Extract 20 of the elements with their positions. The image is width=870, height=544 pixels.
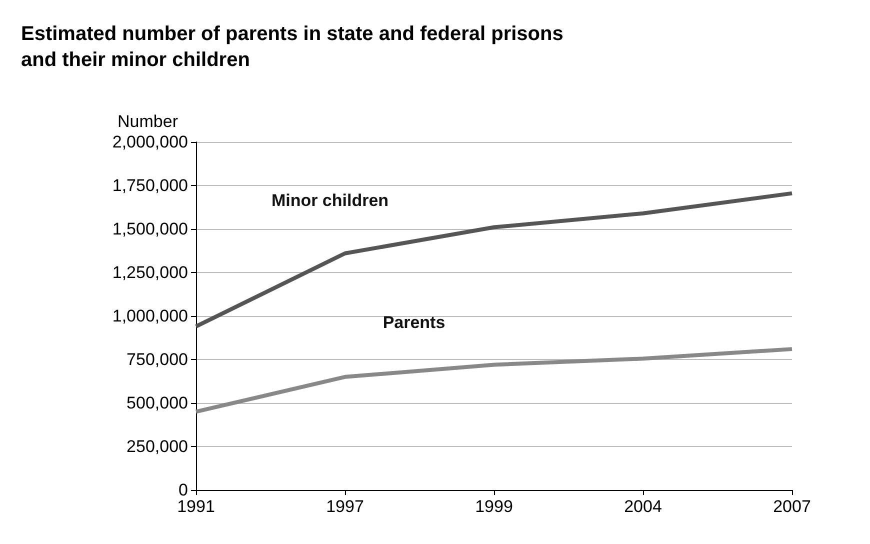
y-tick-label: 1,750,000 bbox=[112, 176, 188, 195]
text: Parents bbox=[382, 313, 446, 332]
y-tick-label: 0 bbox=[178, 480, 188, 500]
y-axis-title: Number bbox=[118, 112, 178, 131]
line-series bbox=[194, 191, 794, 328]
y-tick-label: 2,000,000 bbox=[112, 132, 188, 152]
text: Minor children bbox=[271, 190, 389, 210]
chart-title: Estimated number of parents in state and federal prisons and their minor children bbox=[21, 23, 564, 71]
y-tick-label: 750,000 bbox=[126, 350, 188, 369]
x-tick-label: 1991 bbox=[177, 497, 215, 516]
line-series bbox=[194, 347, 794, 414]
x-tick-label: 1997 bbox=[326, 497, 364, 516]
y-tick-label: 1,250,000 bbox=[112, 263, 188, 282]
x-tick-label: 2004 bbox=[624, 497, 662, 516]
y-tick-label: 1,000,000 bbox=[112, 306, 188, 326]
y-tick-label: 500,000 bbox=[126, 394, 188, 412]
x-tick-label: 1999 bbox=[475, 497, 513, 516]
x-tick-label: 2007 bbox=[773, 497, 811, 516]
y-tick-label: 250,000 bbox=[126, 437, 188, 456]
y-tick-label: 1,500,000 bbox=[112, 220, 188, 238]
